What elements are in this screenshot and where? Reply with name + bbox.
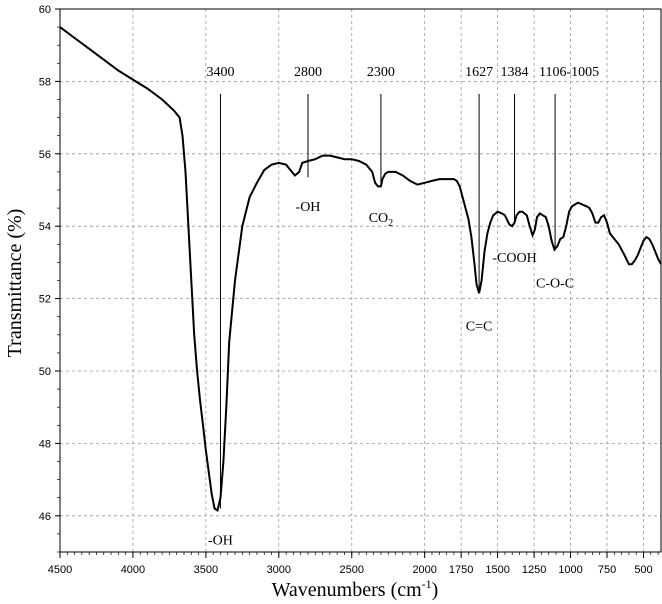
y-tick-label: 56 <box>39 149 51 161</box>
band-assignment-text: C=C <box>466 320 493 335</box>
band-assignment-text: C-O-C <box>536 276 574 291</box>
x-tick-label: 4500 <box>48 564 72 576</box>
band-assignment-label: CO2 <box>369 211 393 229</box>
band-assignment-label: -COOH <box>492 251 536 266</box>
x-tick-label: 2500 <box>340 564 364 576</box>
x-tick-label: 1750 <box>449 564 473 576</box>
y-tick-label: 52 <box>39 294 51 306</box>
y-tick-label: 48 <box>39 438 51 450</box>
peak-wavenumber-label: 2800 <box>294 65 322 80</box>
x-tick-label: 500 <box>634 564 652 576</box>
band-assignment-label: C-O-C <box>536 276 574 291</box>
band-assignment-subscript: 2 <box>388 218 393 229</box>
x-axis-ticks: 4500 4000 3500 3000 2500 2000 1750 1500 1250 1000… <box>48 552 653 576</box>
grid-lines <box>60 9 661 552</box>
peak-wavenumber-label: 3400 <box>206 65 234 80</box>
y-tick-label: 50 <box>39 366 51 378</box>
y-tick-label: 54 <box>39 221 51 233</box>
x-tick-label: 1000 <box>558 564 582 576</box>
band-assignment-label: -OH <box>296 200 321 215</box>
minor-ticks <box>57 8 659 555</box>
peak-wavenumber-label: 2300 <box>367 65 395 80</box>
band-assignment-text: -COOH <box>492 251 536 266</box>
x-tick-label: 1500 <box>485 564 509 576</box>
y-tick-label: 60 <box>39 4 51 16</box>
x-tick-label: 3000 <box>267 564 291 576</box>
x-tick-label: 2000 <box>412 564 436 576</box>
y-axis-ticks: 46 48 50 52 54 56 58 60 <box>39 4 60 523</box>
y-axis-title: Transmittance (%) <box>4 209 26 358</box>
x-tick-label: 1250 <box>522 564 546 576</box>
x-tick-label: 4000 <box>121 564 145 576</box>
peak-wavenumber-label: 1384 <box>501 65 529 80</box>
band-assignment-label: C=C <box>466 320 493 335</box>
band-assignment-label: -OH <box>208 533 233 548</box>
peak-annotations: 3400 -OH 2800 -OH 2300 CO2 1627 C=C 1384 -COOH 110… <box>206 65 599 548</box>
peak-wavenumber-label: 1106-1005 <box>539 65 599 80</box>
peak-wavenumber-label: 1627 <box>465 65 493 80</box>
band-assignment-text: -OH <box>296 200 321 215</box>
x-tick-label: 3500 <box>194 564 218 576</box>
x-axis-title: Wavenumbers (cm-1) <box>272 577 439 601</box>
spectrum-line <box>59 26 662 512</box>
band-assignment-text: -OH <box>208 533 233 548</box>
y-tick-label: 58 <box>39 76 51 88</box>
y-tick-label: 46 <box>39 511 51 523</box>
band-assignment-text: CO <box>369 211 388 226</box>
x-tick-label: 750 <box>598 564 616 576</box>
